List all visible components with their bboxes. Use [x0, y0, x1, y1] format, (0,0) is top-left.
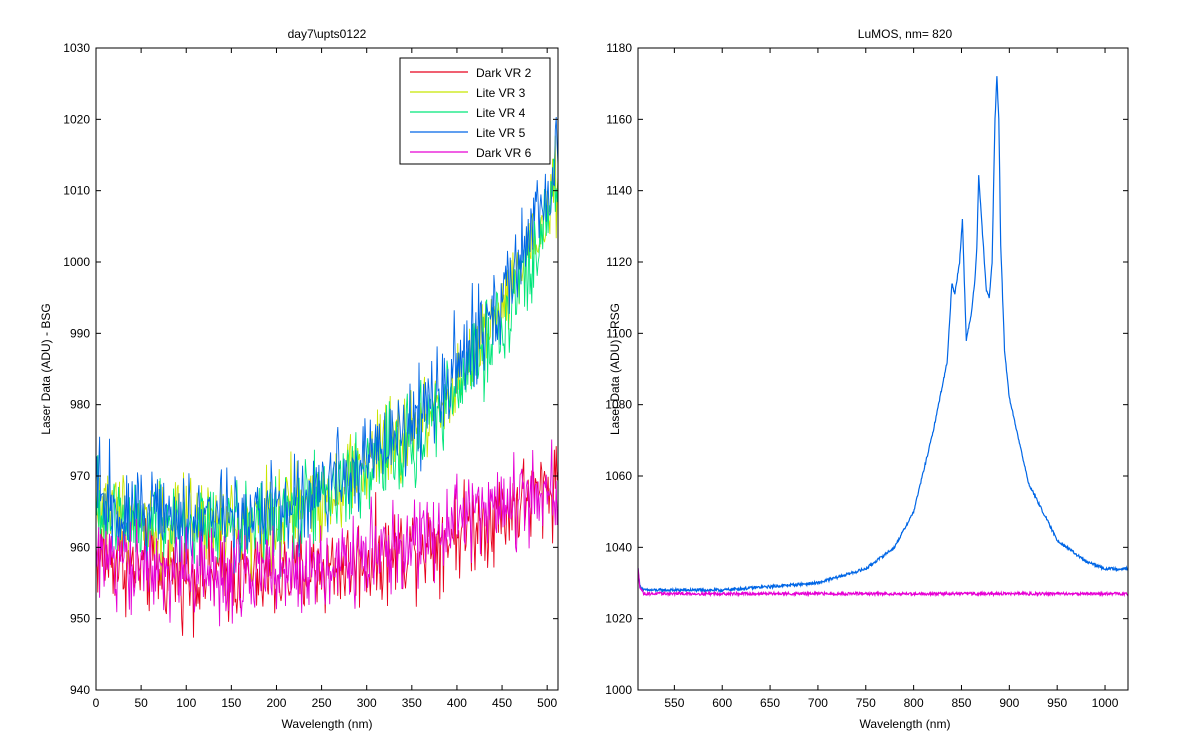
left-chart: day7\upts0122 Laser Data (ADU) - BSG Wav…: [39, 27, 559, 731]
legend-entry: Lite VR 3: [476, 86, 526, 100]
right-chart: LuMOS, nm= 820 Laser Data (ADU) - RSG Wa…: [605, 27, 1129, 731]
left-chart-xlabel: Wavelength (nm): [282, 717, 373, 731]
right-x-tick-label: 850: [951, 696, 971, 710]
left-x-tick-label: 450: [492, 696, 512, 710]
legend-entry: Dark VR 2: [476, 66, 532, 80]
left-series-lite-vr-4: [96, 158, 558, 579]
right-x-tick-label: 750: [856, 696, 876, 710]
legend-entry: Lite VR 4: [476, 106, 526, 120]
left-series-dark-vr-6: [96, 439, 558, 627]
left-y-tick-label: 970: [70, 469, 90, 483]
left-x-tick-label: 100: [176, 696, 196, 710]
left-y-tick-label: 980: [70, 398, 90, 412]
right-series-lite: [638, 76, 1128, 594]
right-y-tick-label: 1140: [606, 184, 632, 198]
left-x-tick-label: 250: [312, 696, 332, 710]
right-x-tick-label: 1000: [1092, 696, 1119, 710]
right-y-tick-label: 1180: [606, 41, 632, 55]
right-chart-xlabel: Wavelength (nm): [860, 717, 951, 731]
right-x-tick-label: 700: [808, 696, 828, 710]
left-y-tick-label: 990: [70, 326, 90, 340]
left-y-tick-label: 960: [70, 540, 90, 554]
left-x-tick-label: 150: [221, 696, 241, 710]
right-x-tick-label: 550: [664, 696, 684, 710]
right-y-tick-label: 1060: [605, 469, 632, 483]
right-x-tick-label: 650: [760, 696, 780, 710]
left-y-tick-label: 950: [70, 612, 90, 626]
right-y-tick-label: 1000: [605, 683, 632, 697]
left-y-tick-label: 1020: [63, 112, 90, 126]
legend-entry: Dark VR 6: [476, 146, 532, 160]
right-y-tick-label: 1120: [606, 255, 632, 269]
left-x-tick-label: 200: [266, 696, 286, 710]
left-y-tick-label: 1030: [63, 41, 90, 55]
left-legend: Dark VR 2 Lite VR 3 Lite VR 4 Lite VR 5 Dark…: [399, 57, 551, 165]
right-y-tick-label: 1020: [605, 612, 632, 626]
right-series-dark: [638, 567, 1128, 598]
left-chart-ylabel: Laser Data (ADU) - BSG: [39, 303, 53, 434]
left-chart-title: day7\upts0122: [288, 27, 367, 41]
right-x-tick-label: 800: [904, 696, 924, 710]
right-plot-area: 550 600 650 700 750 800 850 900 950 1000 1000 1020 1…: [605, 41, 1129, 710]
right-y-tick-label: 1160: [606, 112, 632, 126]
left-plot-area: 0 50 100 150 200 250 300 350 400 450 500 940 950 960 9…: [63, 41, 559, 710]
left-x-tick-label: 500: [537, 696, 557, 710]
right-axes-frame: [637, 47, 1129, 691]
left-x-tick-label: 50: [134, 696, 148, 710]
legend-entry: Lite VR 5: [476, 126, 526, 140]
left-x-tick-label: 350: [402, 696, 422, 710]
right-y-tick-label: 1100: [606, 326, 632, 340]
left-axes-frame: [95, 47, 559, 691]
left-series-lite-vr-5: [96, 116, 558, 574]
right-y-tick-label: 1080: [605, 398, 632, 412]
right-x-tick-label: 600: [712, 696, 732, 710]
right-chart-ylabel: Laser Data (ADU) - RSG: [608, 303, 622, 435]
right-x-tick-label: 900: [999, 696, 1019, 710]
left-x-tick-label: 0: [93, 696, 100, 710]
right-x-tick-label: 950: [1047, 696, 1067, 710]
left-y-tick-label: 940: [70, 683, 90, 697]
left-x-tick-label: 300: [357, 696, 377, 710]
left-x-tick-label: 400: [447, 696, 467, 710]
left-y-tick-label: 1000: [63, 255, 90, 269]
right-y-tick-label: 1040: [605, 540, 632, 554]
right-chart-title: LuMOS, nm= 820: [858, 27, 953, 41]
left-y-tick-label: 1010: [63, 184, 90, 198]
